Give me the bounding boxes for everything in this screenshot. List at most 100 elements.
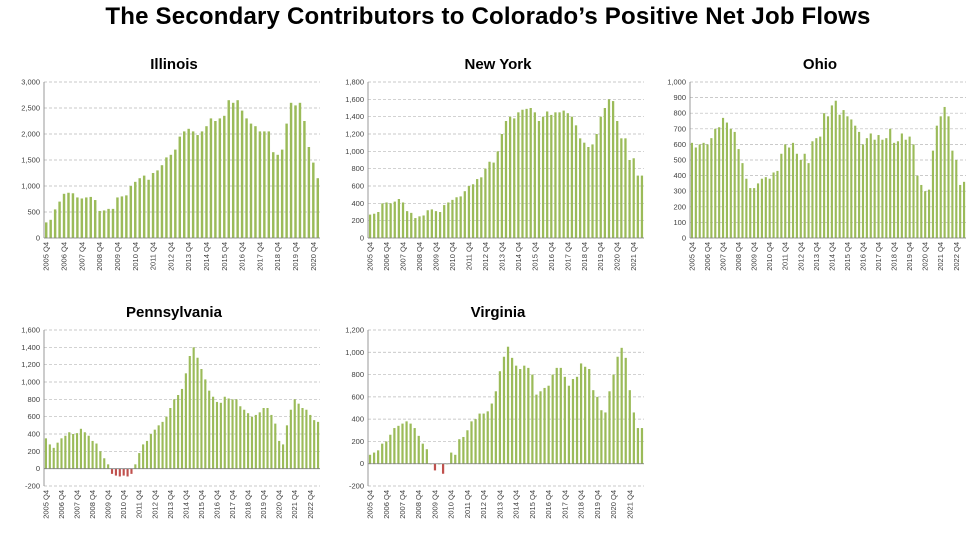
bar: [604, 412, 607, 464]
chart-title: Illinois: [150, 56, 198, 73]
bar: [694, 147, 697, 238]
bar: [935, 125, 938, 238]
bar: [570, 116, 574, 238]
x-tick-label: 2013 Q4: [497, 242, 506, 271]
bar: [854, 125, 857, 238]
x-tick-label: 2021 Q4: [625, 490, 634, 519]
bar: [807, 163, 810, 238]
bar: [205, 126, 208, 238]
bar: [467, 186, 471, 238]
chart-svg-illinois: Illinois 0 500 1,000 1,500 2,000 2,500 3,000 200…: [21, 56, 320, 271]
bar: [413, 428, 416, 464]
y-tick-label: 1,500: [21, 156, 40, 165]
y-tick-label: 400: [27, 430, 40, 439]
bar: [474, 419, 477, 464]
bar: [134, 464, 137, 469]
bar: [282, 444, 285, 469]
bar: [120, 196, 124, 238]
bar: [850, 119, 853, 238]
bar: [889, 128, 892, 238]
bar: [916, 175, 919, 238]
x-tick-label: 2017 Q4: [228, 490, 237, 519]
x-tick-label: 2013 Q4: [166, 490, 175, 519]
bar: [908, 136, 911, 238]
bar: [636, 428, 640, 464]
bar: [513, 118, 516, 238]
bar: [122, 468, 125, 476]
bar: [478, 413, 481, 464]
bar: [466, 430, 469, 464]
x-tick-label: 2016 Q4: [547, 242, 556, 271]
bar: [550, 114, 553, 238]
bar: [60, 438, 63, 469]
bar: [502, 356, 506, 464]
bar: [187, 128, 190, 238]
x-tick-label: 2010 Q4: [447, 490, 456, 519]
x-tick-label: 2021 Q4: [629, 242, 638, 271]
bar: [931, 150, 935, 238]
bar: [130, 468, 133, 474]
bar: [733, 131, 736, 238]
bar: [301, 408, 304, 469]
bar: [893, 142, 896, 238]
bar: [760, 178, 763, 238]
bar: [103, 458, 106, 469]
bar: [405, 421, 408, 464]
bar: [169, 408, 172, 469]
bar: [102, 210, 106, 238]
bar: [188, 356, 191, 469]
x-tick-label: 2016 Q4: [544, 490, 553, 519]
bar: [490, 403, 493, 464]
bar: [455, 197, 458, 238]
bar: [235, 399, 238, 469]
bar: [160, 165, 164, 238]
bar: [393, 428, 396, 464]
x-tick-label: 2014 Q4: [514, 242, 523, 271]
bar: [62, 193, 66, 238]
chart-svg-ohio: Ohio 0 100 200 300 400 500 600 700 800 900 1,000 200…: [667, 56, 966, 271]
bar: [753, 188, 756, 238]
y-tick-label: 800: [27, 395, 40, 404]
y-tick-label: 0: [360, 234, 364, 243]
y-tick-label: 600: [351, 182, 364, 191]
x-tick-label: 2016 Q4: [238, 242, 247, 271]
x-tick-label: 2008 Q4: [734, 242, 743, 271]
bar: [165, 416, 168, 469]
bar: [191, 131, 195, 238]
bar: [494, 391, 497, 464]
bar: [280, 149, 284, 238]
bar: [393, 201, 396, 238]
bar: [588, 369, 591, 464]
x-tick-label: 2013 Q4: [184, 242, 193, 271]
chart-title: Pennsylvania: [126, 304, 223, 321]
bar: [204, 379, 207, 469]
bar: [896, 141, 900, 238]
bar: [458, 439, 461, 464]
bar: [249, 123, 253, 238]
y-tick-label: 0: [36, 464, 40, 473]
x-tick-label: 2016 Q4: [858, 242, 867, 271]
bar: [768, 178, 771, 238]
bar: [381, 443, 384, 464]
chart-illinois: Illinois 0 500 1,000 1,500 2,000 2,500 3,000 200…: [8, 50, 326, 290]
y-tick-label: 1,000: [21, 182, 40, 191]
y-tick-label: 1,600: [21, 326, 40, 335]
bar: [372, 452, 376, 464]
bar: [482, 413, 485, 464]
bar: [272, 152, 275, 238]
bar: [227, 100, 230, 238]
bar: [620, 347, 623, 464]
x-tick-label: 2022 Q4: [952, 242, 961, 271]
bar: [500, 134, 504, 238]
bar: [488, 161, 491, 238]
bar: [76, 197, 79, 238]
bar: [245, 118, 248, 238]
bar: [89, 196, 92, 238]
x-tick-label: 2019 Q4: [291, 242, 300, 271]
bar: [737, 149, 740, 238]
bar: [624, 138, 627, 238]
x-tick-label: 2014 Q4: [512, 490, 521, 519]
bar: [710, 138, 713, 238]
bar: [93, 200, 97, 238]
bar: [600, 410, 603, 464]
